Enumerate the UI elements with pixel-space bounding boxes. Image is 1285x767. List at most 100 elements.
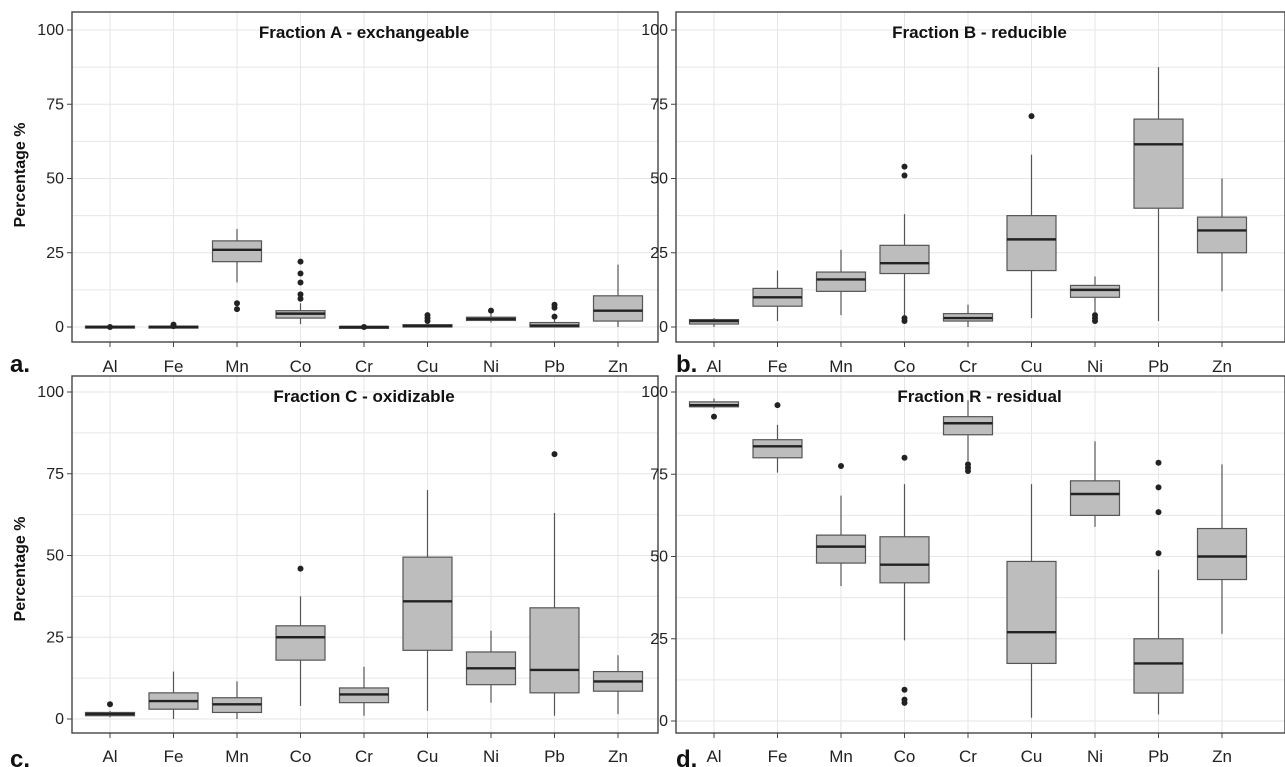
- y-tick-label: 100: [37, 384, 64, 401]
- outlier-point: [838, 463, 844, 470]
- outlier-point: [297, 279, 304, 286]
- box-Al: [688, 318, 740, 327]
- y-tick-label: 50: [650, 171, 668, 188]
- y-tick-label: 50: [46, 171, 64, 188]
- x-tick-label: Ni: [483, 747, 499, 766]
- outlier-point: [901, 454, 908, 461]
- box-Ni: [1069, 441, 1121, 527]
- x-tick-label: Cr: [355, 747, 373, 766]
- panel-frame: [675, 375, 1285, 734]
- plot-area: [72, 376, 658, 733]
- box-Cu: [1006, 113, 1057, 319]
- outlier-point: [488, 307, 494, 314]
- outlier-point: [297, 565, 304, 572]
- outlier-point: [234, 300, 240, 307]
- outlier-point: [901, 163, 908, 170]
- outlier-point: [711, 413, 717, 420]
- x-tick-label: Zn: [608, 747, 628, 766]
- x-tick-label: Mn: [225, 747, 249, 766]
- x-tick-label: Al: [706, 747, 721, 766]
- outlier-point: [1028, 113, 1035, 120]
- x-tick-label: Fe: [164, 357, 184, 376]
- y-tick-label: 75: [46, 96, 64, 113]
- panel-label: b.: [676, 351, 697, 378]
- box-iqr: [879, 536, 930, 584]
- box-Mn: [815, 249, 867, 316]
- y-tick-label: 25: [46, 629, 64, 646]
- box-Mn: [211, 681, 263, 719]
- outlier-point: [234, 306, 240, 313]
- box-Zn: [592, 655, 644, 715]
- y-tick-label: 25: [650, 245, 668, 262]
- box-Zn: [1196, 178, 1248, 292]
- box-Cu: [402, 490, 453, 711]
- box-Ni: [465, 630, 517, 703]
- x-tick-label: Pb: [544, 747, 565, 766]
- outlier-point: [901, 315, 908, 322]
- x-tick-label: Ni: [1087, 747, 1103, 766]
- x-tick-label: Zn: [1212, 747, 1232, 766]
- x-tick-label: Fe: [768, 747, 788, 766]
- box-iqr: [1133, 118, 1184, 209]
- outlier-point: [1092, 312, 1098, 319]
- x-tick-label: Cu: [417, 747, 439, 766]
- outlier-point: [551, 313, 558, 320]
- panel-title: Fraction R - residual: [897, 387, 1061, 406]
- y-tick-label: 0: [55, 319, 64, 336]
- x-tick-label: Mn: [829, 747, 853, 766]
- box-Cu: [1006, 484, 1057, 718]
- outlier-point: [1155, 484, 1162, 491]
- x-tick-label: Al: [102, 357, 117, 376]
- x-tick-label: Mn: [829, 357, 853, 376]
- x-tick-label: Cu: [417, 357, 439, 376]
- box-Mn: [211, 228, 263, 313]
- box-Fe: [752, 270, 803, 322]
- y-tick-label: 100: [641, 384, 668, 401]
- x-tick-label: Co: [290, 357, 312, 376]
- box-Co: [275, 258, 326, 325]
- box-iqr: [592, 295, 644, 322]
- y-axis-label-bottom: Percentage %: [12, 517, 29, 622]
- box-iqr: [1133, 638, 1184, 694]
- box-Cr: [942, 400, 994, 474]
- x-tick-label: Zn: [1212, 357, 1232, 376]
- box-iqr: [529, 607, 580, 694]
- x-tick-label: Mn: [225, 357, 249, 376]
- panel-frame: [71, 11, 659, 343]
- outlier-point: [297, 291, 304, 298]
- x-tick-label: Pb: [1148, 357, 1169, 376]
- x-tick-label: Fe: [768, 357, 788, 376]
- box-Cu: [402, 312, 453, 328]
- box-Co: [879, 454, 930, 706]
- x-tick-label: Cr: [959, 747, 977, 766]
- box-iqr: [1069, 284, 1121, 298]
- box-Fe: [752, 402, 803, 473]
- y-tick-label: 100: [37, 22, 64, 39]
- plot-area: [72, 12, 658, 342]
- box-Ni: [1069, 276, 1121, 325]
- outlier-point: [297, 258, 304, 265]
- outlier-point: [107, 324, 113, 330]
- y-tick-label: 0: [659, 319, 668, 336]
- box-Co: [275, 565, 326, 706]
- outlier-point: [901, 699, 908, 706]
- outlier-point: [1155, 550, 1162, 557]
- outlier-point: [1155, 509, 1162, 516]
- outlier-point: [774, 402, 781, 409]
- outlier-point: [297, 295, 304, 302]
- box-iqr: [211, 240, 263, 263]
- x-tick-label: Co: [894, 747, 916, 766]
- panel-title: Fraction A - exchangeable: [259, 23, 469, 42]
- outlier-point: [551, 301, 558, 308]
- box-iqr: [942, 416, 994, 436]
- y-tick-label: 50: [46, 548, 64, 565]
- outlier-point: [901, 686, 908, 693]
- box-Pb: [529, 301, 580, 328]
- box-Ni: [465, 307, 517, 323]
- x-tick-label: Cr: [959, 357, 977, 376]
- x-tick-label: Pb: [544, 357, 565, 376]
- box-Al: [84, 701, 136, 718]
- panel-label: a.: [10, 351, 30, 378]
- box-iqr: [275, 625, 326, 661]
- y-tick-label: 25: [650, 631, 668, 648]
